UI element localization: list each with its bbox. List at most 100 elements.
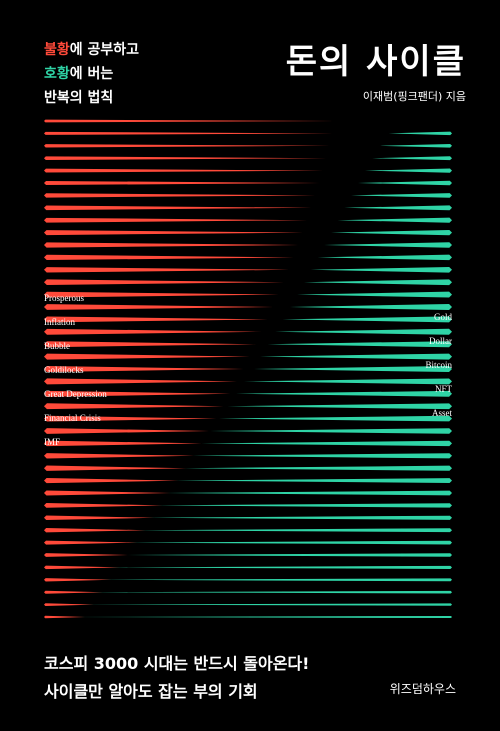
green-stripe <box>89 590 453 594</box>
red-stripe <box>44 131 333 135</box>
red-stripe <box>44 168 323 173</box>
red-stripe <box>44 341 256 348</box>
green-stripe <box>70 615 452 619</box>
red-stripe <box>44 119 335 123</box>
green-stripe <box>330 229 452 236</box>
green-stripe <box>244 378 452 385</box>
label-great-depression: Great Depression <box>44 389 107 399</box>
green-stripe <box>380 143 452 148</box>
green-stripe <box>183 465 453 471</box>
label-dollar: Dollar <box>429 336 452 346</box>
green-stripe <box>364 168 452 173</box>
red-stripe <box>44 403 224 410</box>
green-stripe <box>127 540 452 545</box>
green-stripe <box>351 193 452 198</box>
green-stripe <box>252 366 452 372</box>
red-stripe <box>44 254 294 261</box>
red-stripe <box>44 156 327 161</box>
green-stripe <box>201 440 452 447</box>
red-stripe <box>44 590 103 594</box>
green-stripe <box>136 528 453 533</box>
green-stripe <box>98 578 452 582</box>
red-stripe <box>44 490 171 496</box>
red-stripe <box>44 465 187 471</box>
red-stripe <box>44 603 94 606</box>
red-stripe <box>44 565 121 570</box>
green-stripe <box>344 205 452 211</box>
green-stripe <box>146 515 452 520</box>
red-stripe <box>44 304 274 310</box>
publisher: 위즈덤하우스 <box>389 682 456 696</box>
label-imf: IMF <box>44 437 61 447</box>
green-stripe <box>296 291 452 298</box>
red-stripe <box>44 528 146 533</box>
green-stripe <box>174 478 452 484</box>
red-stripe <box>44 242 299 248</box>
green-stripe <box>259 353 452 360</box>
green-stripe <box>235 390 452 397</box>
label-financial-crisis: Financial Crisis <box>44 413 101 423</box>
red-stripe <box>44 267 289 273</box>
label-nft: NFT <box>434 384 452 394</box>
red-stripe <box>44 615 85 619</box>
red-stripe <box>44 353 250 360</box>
green-stripe <box>155 503 452 508</box>
red-stripe <box>44 515 155 521</box>
green-stripe <box>310 266 452 273</box>
red-stripe <box>44 230 303 236</box>
red-stripe <box>44 378 237 385</box>
red-stripe <box>44 578 112 582</box>
green-stripe <box>227 403 452 410</box>
tagline: 불황에 공부하고 호황에 버는 반복의 법칙 <box>44 38 139 110</box>
red-stripe <box>44 478 179 484</box>
promo-line-2: 사이클만 알아도 잡는 부의 기회 <box>44 682 258 701</box>
green-stripe <box>324 242 452 248</box>
red-stripe <box>44 440 202 447</box>
green-stripe <box>218 415 452 422</box>
red-stripe <box>44 291 279 298</box>
green-stripe <box>357 180 452 186</box>
green-stripe <box>267 341 452 348</box>
red-stripe <box>44 205 312 211</box>
tagline-line-3: 반복의 법칙 <box>44 90 114 106</box>
green-stripe <box>165 490 452 496</box>
red-stripe <box>44 390 231 397</box>
red-stripe <box>44 366 244 372</box>
green-stripe <box>372 156 452 161</box>
green-stripe <box>303 279 452 286</box>
label-bubble: Bubble <box>44 341 70 351</box>
green-stripe <box>289 304 452 310</box>
red-stripe <box>44 415 217 422</box>
green-stripe <box>210 428 452 434</box>
promo-line-1: 코스피 3000 시대는 반드시 돌아온다! <box>44 654 310 673</box>
red-stripe <box>44 217 308 223</box>
book-title: 돈의 사이클 <box>285 42 466 82</box>
red-stripe <box>44 279 284 285</box>
label-inflation: Inflation <box>44 317 75 327</box>
red-stripe <box>44 453 195 459</box>
red-stripe <box>44 328 262 335</box>
red-stripe <box>44 503 163 508</box>
label-gold: Gold <box>434 312 452 322</box>
red-stripe <box>44 180 320 186</box>
green-stripe <box>192 453 452 459</box>
red-stripe <box>44 193 316 198</box>
label-asset: Asset <box>432 408 452 418</box>
tagline-line-2: 호황에 버는 <box>44 66 114 82</box>
tagline-line-1: 불황에 공부하고 <box>44 42 140 58</box>
label-goldilocks: Goldilocks <box>44 365 84 375</box>
green-stripe <box>80 603 453 606</box>
red-stripe <box>44 540 138 545</box>
green-stripe <box>337 217 452 223</box>
red-stripe <box>44 553 129 557</box>
green-stripe <box>282 316 452 323</box>
green-stripe <box>275 328 452 335</box>
green-stripe <box>317 254 452 261</box>
label-bitcoin: Bitcoin <box>425 360 453 370</box>
green-stripe <box>117 553 452 557</box>
label-prosperous: Prosperous <box>44 293 84 303</box>
green-stripe <box>388 131 452 136</box>
red-stripe <box>44 316 268 323</box>
